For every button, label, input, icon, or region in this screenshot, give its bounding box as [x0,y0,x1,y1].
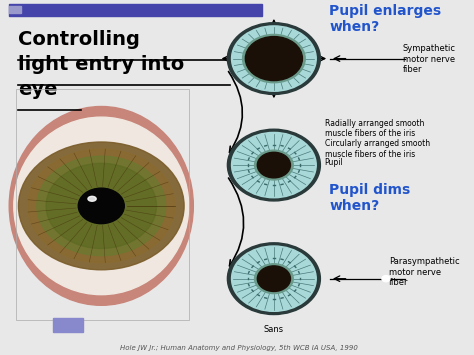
Text: Pupil enlarges
when?: Pupil enlarges when? [329,4,441,34]
Circle shape [231,132,316,198]
Circle shape [255,150,293,180]
Circle shape [257,266,291,291]
Text: Controlling: Controlling [18,30,140,49]
Ellipse shape [78,188,124,224]
Ellipse shape [14,117,189,295]
Circle shape [382,275,390,282]
Circle shape [255,264,293,294]
Ellipse shape [37,156,166,256]
Bar [9,6,21,13]
Circle shape [246,37,302,81]
Text: light entry into: light entry into [18,55,185,74]
Circle shape [228,23,320,94]
Ellipse shape [9,106,193,305]
Ellipse shape [18,142,184,270]
Text: Sans: Sans [264,325,284,334]
Bar [53,318,83,332]
Text: eye: eye [18,80,58,99]
Text: Pupil dims
when?: Pupil dims when? [329,183,410,213]
Ellipse shape [46,163,156,248]
Circle shape [243,34,305,83]
Circle shape [231,246,316,311]
Ellipse shape [27,149,175,263]
Text: Sympathetic
motor nerve
fiber: Sympathetic motor nerve fiber [403,44,456,74]
Bar [16,89,189,320]
Text: Pupil: Pupil [325,158,343,167]
Text: Hole JW Jr.; Human Anatomy and Physiology, 5th WCB IA USA, 1990: Hole JW Jr.; Human Anatomy and Physiolog… [120,345,358,351]
Text: Circularly arranged smooth
muscle fibers of the iris: Circularly arranged smooth muscle fibers… [325,139,429,159]
Bar [9,4,263,16]
Ellipse shape [88,196,96,201]
Circle shape [228,129,320,201]
Text: Parasympathetic
motor nerve
fiber: Parasympathetic motor nerve fiber [389,257,460,287]
Circle shape [257,152,291,178]
Circle shape [231,26,316,91]
Circle shape [228,243,320,315]
Text: Radially arranged smooth
muscle fibers of the iris: Radially arranged smooth muscle fibers o… [325,119,424,138]
